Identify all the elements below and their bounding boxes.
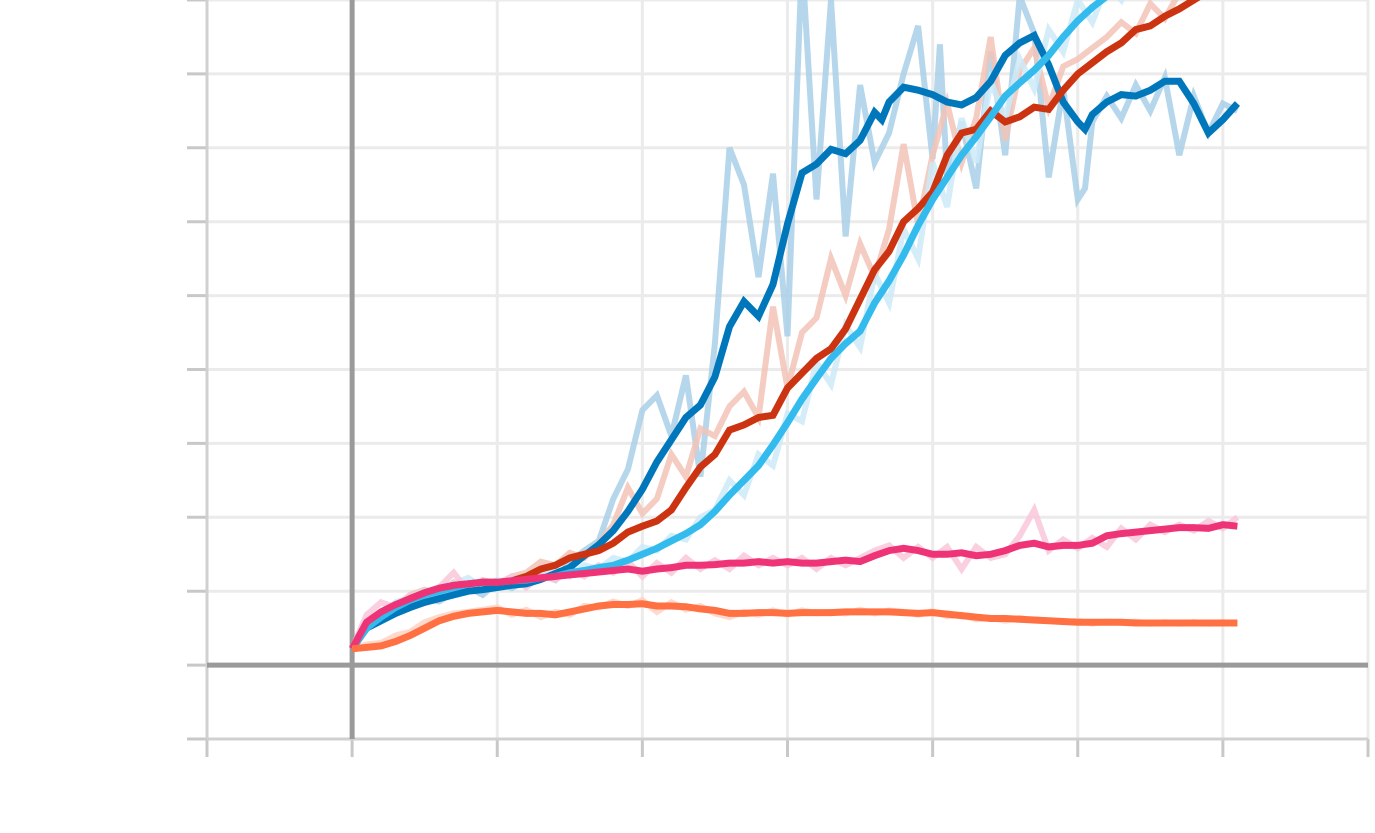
series-4-line — [351, 600, 1238, 653]
series-3-line — [349, 521, 1238, 651]
axes — [207, 0, 1368, 739]
series-0-line — [349, 30, 1241, 651]
series-0-raw-line — [349, 0, 1239, 651]
raw-series-layer — [349, 0, 1240, 652]
smoothed-series-layer — [349, 0, 1241, 653]
axis-ticks — [187, 0, 1370, 757]
